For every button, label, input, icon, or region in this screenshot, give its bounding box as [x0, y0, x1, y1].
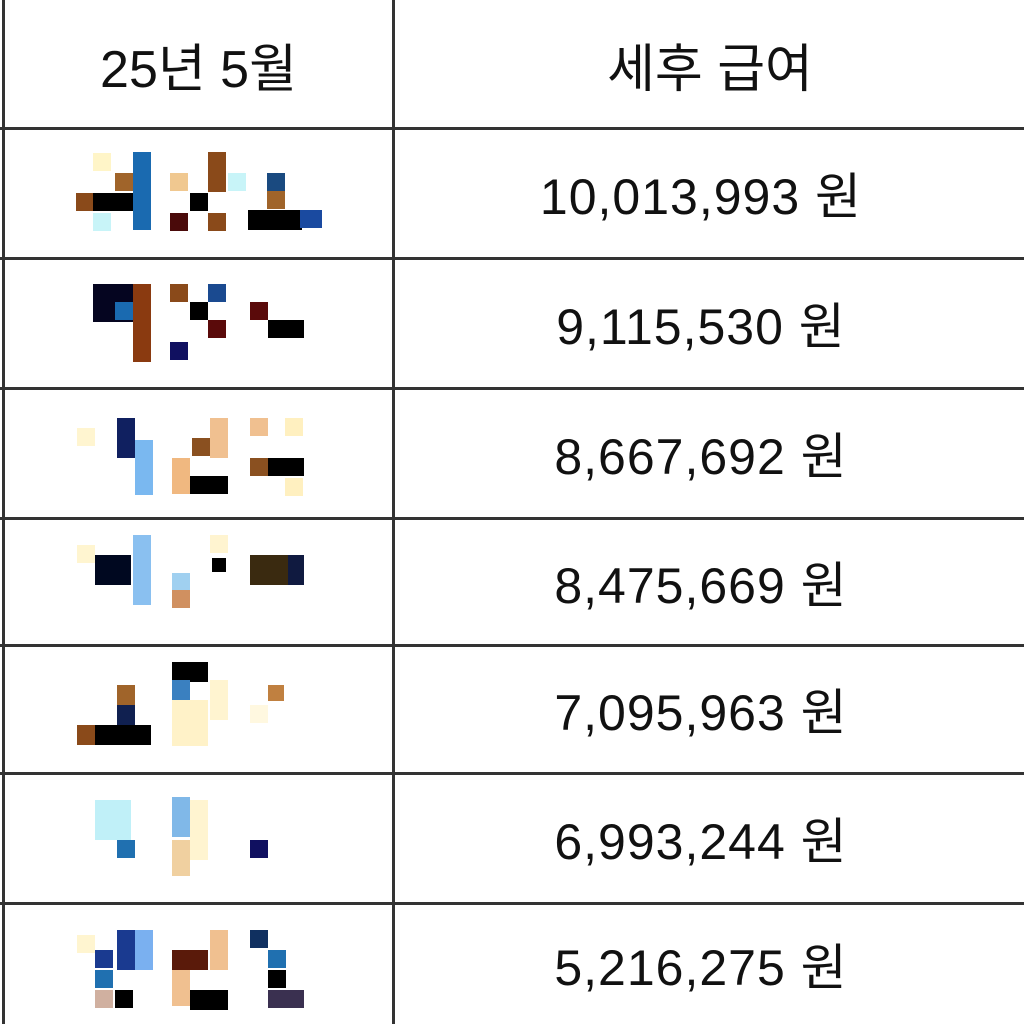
mosaic-pixel [268, 950, 286, 968]
row-divider [0, 772, 1024, 775]
mosaic-pixel [192, 438, 210, 456]
mosaic-pixel [267, 191, 285, 209]
row-divider [0, 902, 1024, 905]
mosaic-pixel [190, 193, 208, 211]
salary-cell: 9,115,530 원 [556, 299, 846, 355]
mosaic-pixel [210, 680, 228, 720]
mosaic-pixel [190, 990, 228, 1010]
mosaic-pixel [77, 428, 95, 446]
row-divider [0, 257, 1024, 260]
mosaic-pixel [210, 418, 228, 458]
mosaic-pixel [117, 685, 135, 705]
mosaic-pixel [172, 590, 190, 608]
mosaic-pixel [172, 797, 190, 837]
mosaic-pixel [172, 970, 190, 1006]
mosaic-pixel [208, 152, 226, 192]
mosaic-pixel [77, 545, 95, 563]
mosaic-pixel [93, 213, 111, 231]
mosaic-pixel [250, 705, 268, 723]
mosaic-pixel [228, 173, 246, 191]
mosaic-pixel [250, 458, 268, 476]
mosaic-pixel [76, 193, 94, 211]
mosaic-pixel [133, 152, 151, 230]
mosaic-pixel [93, 193, 133, 211]
mosaic-pixel [170, 284, 188, 302]
mosaic-pixel [190, 476, 228, 494]
mosaic-pixel [93, 153, 111, 171]
mosaic-pixel [117, 418, 135, 458]
mosaic-pixel [250, 840, 268, 858]
table-border-left [2, 0, 5, 1024]
mosaic-pixel [77, 935, 95, 953]
mosaic-pixel [117, 840, 135, 858]
mosaic-pixel [172, 700, 208, 746]
column-divider [392, 0, 395, 1024]
mosaic-pixel [117, 705, 135, 725]
mosaic-pixel [210, 930, 228, 970]
mosaic-pixel [115, 173, 133, 191]
mosaic-pixel [250, 418, 268, 436]
mosaic-pixel [95, 555, 131, 585]
mosaic-pixel [95, 800, 131, 840]
mosaic-pixel [285, 418, 303, 436]
salary-cell: 6,993,244 원 [554, 814, 848, 870]
mosaic-pixel [172, 680, 190, 700]
mosaic-pixel [133, 535, 151, 605]
mosaic-pixel [190, 302, 208, 320]
row-divider [0, 387, 1024, 390]
mosaic-pixel [95, 950, 113, 968]
mosaic-pixel [300, 210, 322, 228]
mosaic-pixel [268, 685, 284, 701]
mosaic-pixel [172, 950, 208, 970]
mosaic-pixel [288, 555, 304, 585]
salary-cell: 8,667,692 원 [554, 429, 848, 485]
mosaic-pixel [268, 990, 304, 1008]
mosaic-pixel [115, 990, 133, 1008]
mosaic-pixel [170, 213, 188, 231]
mosaic-pixel [135, 930, 153, 970]
mosaic-pixel [170, 173, 188, 191]
mosaic-pixel [115, 302, 133, 320]
mosaic-pixel [248, 210, 302, 230]
mosaic-pixel [95, 970, 113, 988]
mosaic-pixel [208, 284, 226, 302]
mosaic-pixel [212, 558, 226, 572]
mosaic-pixel [95, 990, 113, 1008]
mosaic-pixel [117, 930, 135, 970]
mosaic-pixel [250, 302, 268, 320]
mosaic-pixel [172, 458, 190, 494]
mosaic-pixel [208, 213, 226, 231]
row-divider [0, 644, 1024, 647]
mosaic-pixel [285, 478, 303, 496]
row-divider [0, 517, 1024, 520]
header-net-salary: 세후 급여 [607, 40, 813, 99]
mosaic-pixel [250, 930, 268, 948]
mosaic-pixel [268, 320, 304, 338]
mosaic-pixel [172, 662, 208, 682]
mosaic-pixel [267, 173, 285, 191]
salary-cell: 10,013,993 원 [539, 169, 863, 225]
mosaic-pixel [210, 535, 228, 553]
mosaic-pixel [190, 800, 208, 860]
salary-cell: 5,216,275 원 [554, 939, 848, 996]
mosaic-pixel [172, 573, 190, 591]
mosaic-pixel [268, 970, 286, 988]
salary-cell: 7,095,963 원 [554, 685, 848, 741]
mosaic-pixel [135, 440, 153, 495]
header-month: 25년 5월 [100, 40, 297, 99]
mosaic-pixel [133, 284, 151, 362]
mosaic-pixel [170, 342, 188, 360]
mosaic-pixel [77, 725, 151, 745]
row-divider [0, 127, 1024, 130]
mosaic-pixel [172, 840, 190, 876]
mosaic-pixel [268, 458, 304, 476]
mosaic-pixel [77, 725, 95, 745]
mosaic-pixel [208, 320, 226, 338]
salary-cell: 8,475,669 원 [554, 557, 848, 614]
